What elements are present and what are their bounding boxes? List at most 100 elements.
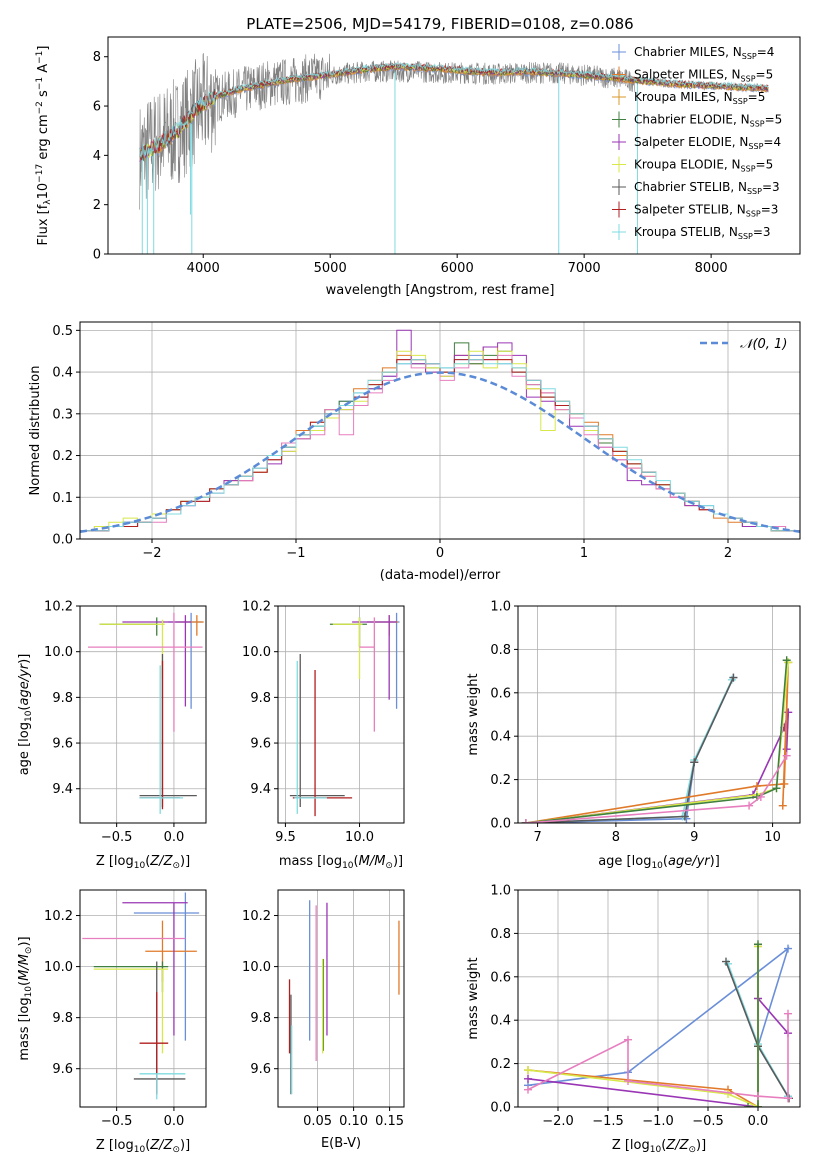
age_vs_z-plot-area xyxy=(88,612,204,814)
mass_vs_ebv-frame xyxy=(277,889,405,1108)
weight-marker xyxy=(624,1076,632,1085)
weight-marker xyxy=(756,792,765,801)
weight_vs_age-plot-area xyxy=(521,656,793,823)
weight_vs_age-ytick-label: 1.0 xyxy=(490,600,511,615)
mass_vs_ebv-xtick-label: 0.15 xyxy=(375,1114,404,1129)
residuals-ytick-label: 0.2 xyxy=(52,449,73,464)
errorbar-point xyxy=(139,653,197,808)
legend-entry: Chabrier ELODIE, NSSP=5 xyxy=(634,113,782,129)
spectrum-ytick-label: 6 xyxy=(93,100,101,115)
spectrum-model-line xyxy=(139,65,769,162)
age_vs_mass-panel: 9.5 10.0 9.4 9.6 9.8 10.0 10.2 mass [log10(M/M⊙… xyxy=(242,600,405,871)
weight_vs_z-xtick-label: −1.0 xyxy=(642,1114,674,1129)
weight_vs_z-ytick-label: 0.2 xyxy=(490,1057,511,1072)
weight_vs_z-ytick-label: 0.4 xyxy=(490,1014,511,1029)
mass_vs_z-ytick-label: 10.0 xyxy=(44,960,73,975)
age_vs_z-xtick-label: 0.0 xyxy=(164,830,185,845)
age_vs_z-ytick-label: 10.0 xyxy=(44,645,73,660)
figure-title: PLATE=2506, MJD=54179, FIBERID=0108, z=0… xyxy=(246,15,633,33)
weight_vs_age-xlabel: age [log10(age/yr)] xyxy=(598,854,720,871)
residuals-ylabel: Normed distribution xyxy=(28,366,43,496)
weight_vs_age-xtick-label: 8 xyxy=(612,830,620,845)
weight-marker xyxy=(524,1066,532,1075)
histogram-series xyxy=(80,359,800,539)
spectrum-xtick-label: 7000 xyxy=(568,261,601,276)
legend-entry: Salpeter STELIB, NSSP=3 xyxy=(634,203,778,219)
legend-entry: Kroupa MILES, NSSP=5 xyxy=(634,90,765,106)
mass_vs_z-ytick-label: 10.2 xyxy=(44,909,73,924)
weight_vs_z-ytick-label: 1.0 xyxy=(490,884,511,899)
age_vs_z-ytick-label: 10.2 xyxy=(44,600,73,615)
residuals-xtick-label: −2 xyxy=(142,546,161,561)
mass_vs_z-frame xyxy=(79,889,207,1108)
mass_vs_ebv-xlabel: E(B-V) xyxy=(321,1136,361,1151)
legend-entry: Kroupa STELIB, NSSP=3 xyxy=(634,225,771,241)
age_vs_mass-ytick-label: 9.6 xyxy=(250,737,271,752)
age_vs_mass-xlabel: mass [log10(M/M⊙)] xyxy=(279,854,403,871)
weight_vs_age-ylabel: mass weight xyxy=(466,673,481,755)
age_vs_z-xtick-label: −0.5 xyxy=(101,830,133,845)
errorbar-point xyxy=(139,665,184,814)
weight_vs_age-ytick-label: 0.4 xyxy=(490,730,511,745)
weight-series-line xyxy=(525,660,788,823)
legend-entry: 𝒩(0, 1) xyxy=(740,337,787,352)
weight-marker xyxy=(745,801,754,810)
weight_vs_z-panel: −2.0 −1.5 −1.0 −0.5 0.0 0.0 0.2 0.4 0.6 0.8 1.0 Z [… xyxy=(466,884,801,1155)
weight-marker xyxy=(690,758,699,767)
weight_vs_z-frame xyxy=(517,889,801,1108)
age_vs_z-ytick-label: 9.8 xyxy=(52,691,73,706)
spectrum-xtick-label: 6000 xyxy=(441,261,474,276)
spectrum-ytick-label: 2 xyxy=(93,198,101,213)
weight_vs_z-ytick-label: 0.6 xyxy=(490,970,511,985)
mass_vs_ebv-xtick-label: 0.10 xyxy=(339,1114,368,1129)
residuals-legend: 𝒩(0, 1) xyxy=(700,337,787,352)
errorbar-point xyxy=(122,615,192,707)
mass_vs_z-xtick-label: −0.5 xyxy=(101,1114,133,1129)
weight-marker xyxy=(724,1089,732,1098)
weight-marker xyxy=(782,751,791,760)
weight-marker xyxy=(680,812,689,821)
spectrum-plot-area xyxy=(139,53,769,254)
weight_vs_age-xtick-label: 10 xyxy=(764,830,781,845)
weight-marker xyxy=(784,1094,792,1103)
weight_vs_z-ytick-label: 0.0 xyxy=(490,1101,511,1116)
weight_vs_z-xtick-label: −1.5 xyxy=(592,1114,624,1129)
legend-entry: Kroupa ELODIE, NSSP=5 xyxy=(634,158,773,174)
spectrum-ytick-label: 4 xyxy=(93,149,101,164)
mass_vs_ebv-xtick-label: 0.05 xyxy=(303,1114,332,1129)
mass_vs_ebv-plot-area xyxy=(288,900,400,1095)
errorbar-point xyxy=(99,617,158,636)
spectrum-xtick-label: 4000 xyxy=(187,261,220,276)
errorbar-point xyxy=(294,660,327,814)
spectrum-panel: 4000 5000 6000 7000 8000 0 2 4 6 8 wavelength [Ang… xyxy=(35,36,801,298)
weight_vs_age-ytick-label: 0.2 xyxy=(490,773,511,788)
age_vs_z-ytick-label: 9.6 xyxy=(52,737,73,752)
errorbar-point xyxy=(176,615,204,636)
weight_vs_z-xlabel: Z [log10(Z/Z⊙)] xyxy=(612,1138,706,1155)
residuals-xtick-label: −1 xyxy=(286,546,305,561)
age_vs_z-panel: −0.5 0.0 9.4 9.6 9.8 10.0 10.2 Z [log10(Z/Z⊙)] a… xyxy=(17,600,207,871)
spectrum-ytick-label: 0 xyxy=(93,248,101,263)
weight-marker xyxy=(754,940,762,949)
weight-marker xyxy=(784,1009,792,1018)
age_vs_mass-ytick-label: 9.8 xyxy=(250,691,271,706)
residuals-xtick-label: 2 xyxy=(724,546,732,561)
residuals-ytick-label: 0.5 xyxy=(52,324,73,339)
mass_vs_ebv-ytick-label: 9.6 xyxy=(250,1062,271,1077)
residuals-ytick-label: 0.4 xyxy=(52,366,73,381)
weight_vs_z-xtick-label: −0.5 xyxy=(692,1114,724,1129)
errorbar-point xyxy=(122,902,188,1036)
weight-series-line xyxy=(525,677,735,823)
normal-curve xyxy=(80,371,800,533)
age_vs_z-ylabel: age [log10(age/yr)] xyxy=(17,654,34,776)
weight-series-line xyxy=(525,755,788,823)
age_vs_mass-xtick-label: 10.0 xyxy=(345,830,374,845)
weight-series-line xyxy=(525,662,790,823)
residuals-ytick-label: 0.3 xyxy=(52,407,73,422)
weight_vs_z-ylabel: mass weight xyxy=(466,957,481,1039)
weight-marker xyxy=(754,1103,762,1107)
age_vs_mass-plot-area xyxy=(289,612,400,817)
weight-marker xyxy=(744,1103,752,1107)
weight-marker xyxy=(780,779,789,788)
